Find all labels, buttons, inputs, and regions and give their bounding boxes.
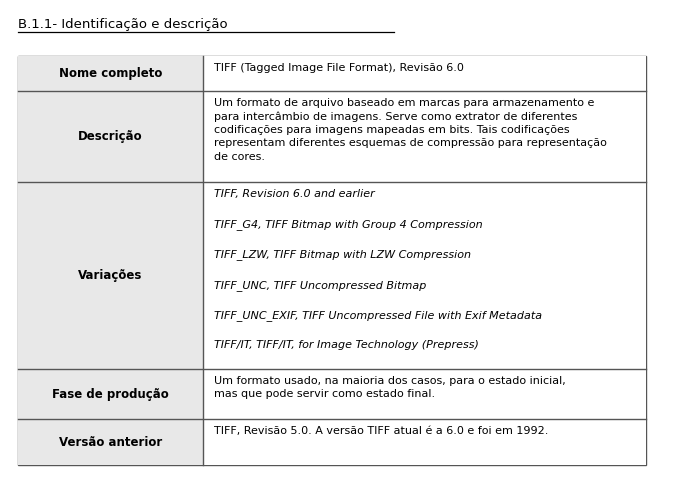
Text: TIFF/IT, TIFF/IT, for Image Technology (Prepress): TIFF/IT, TIFF/IT, for Image Technology (… xyxy=(215,340,480,350)
Text: TIFF, Revision 6.0 and earlier: TIFF, Revision 6.0 and earlier xyxy=(215,189,375,199)
Bar xyxy=(18,369,203,419)
Bar xyxy=(18,56,646,465)
Bar xyxy=(18,91,203,182)
Bar xyxy=(203,91,646,182)
Bar xyxy=(203,369,646,419)
Text: TIFF_LZW, TIFF Bitmap with LZW Compression: TIFF_LZW, TIFF Bitmap with LZW Compressi… xyxy=(215,250,471,261)
Bar xyxy=(18,419,203,465)
Text: TIFF_UNC_EXIF, TIFF Uncompressed File with Exif Metadata: TIFF_UNC_EXIF, TIFF Uncompressed File wi… xyxy=(215,310,543,321)
Bar xyxy=(203,56,646,91)
Text: TIFF_G4, TIFF Bitmap with Group 4 Compression: TIFF_G4, TIFF Bitmap with Group 4 Compre… xyxy=(215,219,483,230)
Bar xyxy=(203,419,646,465)
Text: TIFF (Tagged Image File Format), Revisão 6.0: TIFF (Tagged Image File Format), Revisão… xyxy=(215,63,464,73)
Text: TIFF_UNC, TIFF Uncompressed Bitmap: TIFF_UNC, TIFF Uncompressed Bitmap xyxy=(215,280,427,291)
Text: Nome completo: Nome completo xyxy=(59,67,162,80)
Bar xyxy=(18,182,203,369)
Text: TIFF, Revisão 5.0. A versão TIFF atual é a 6.0 e foi em 1992.: TIFF, Revisão 5.0. A versão TIFF atual é… xyxy=(215,426,549,436)
Text: B.1.1- Identificação e descrição: B.1.1- Identificação e descrição xyxy=(18,18,228,31)
Text: Fase de produção: Fase de produção xyxy=(52,388,169,401)
Text: Descrição: Descrição xyxy=(78,130,143,143)
Bar xyxy=(18,56,203,91)
Text: Um formato de arquivo baseado em marcas para armazenamento e
para intercâmbio de: Um formato de arquivo baseado em marcas … xyxy=(215,98,608,162)
Text: Variações: Variações xyxy=(78,269,143,282)
Text: Versão anterior: Versão anterior xyxy=(59,435,162,448)
Text: Um formato usado, na maioria dos casos, para o estado inicial,
mas que pode serv: Um formato usado, na maioria dos casos, … xyxy=(215,376,566,399)
Bar xyxy=(203,182,646,369)
